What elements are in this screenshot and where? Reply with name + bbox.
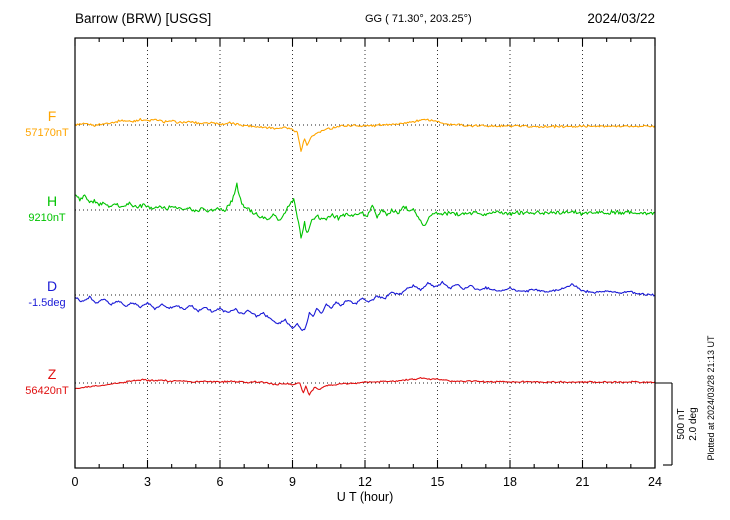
trace-label-F: F: [48, 108, 57, 124]
trace-H: [74, 182, 656, 239]
trace-label-Z: Z: [48, 366, 57, 382]
x-tick-label-15: 15: [431, 475, 445, 489]
scale-nt-label: 500 nT: [676, 408, 687, 439]
x-tick-labels-layer: 0 3 6 9 12 15 18 21 24: [72, 475, 662, 489]
trace-baseline-value-D: -1.5deg: [28, 297, 65, 309]
x-tick-label-21: 21: [576, 475, 590, 489]
traces-layer: [74, 117, 656, 396]
x-tick-label-6: 6: [217, 475, 224, 489]
gridlines-layer: [147, 38, 583, 468]
baselines-layer: [75, 124, 655, 384]
x-tick-label-3: 3: [144, 475, 151, 489]
trace-baseline-value-Z: 56420nT: [25, 385, 69, 397]
x-tick-label-9: 9: [289, 475, 296, 489]
trace-D: [74, 280, 656, 332]
trace-baseline-value-F: 57170nT: [25, 127, 69, 139]
x-tick-label-12: 12: [358, 475, 372, 489]
trace-label-D: D: [47, 278, 57, 294]
axis-ticks-layer: [74, 38, 656, 468]
station-title: Barrow (BRW) [USGS]: [75, 11, 211, 26]
plotted-at-note: Plotted at 2024/03/28 21:13 UT: [706, 335, 716, 461]
x-axis-label: U T (hour): [337, 490, 394, 504]
trace-baseline-value-H: 9210nT: [28, 212, 66, 224]
x-tick-label-24: 24: [648, 475, 662, 489]
trace-Z: [74, 376, 656, 396]
trace-F: [74, 117, 656, 152]
x-tick-label-0: 0: [72, 475, 79, 489]
geo-coordinates-label: GG ( 71.30°, 203.25°): [365, 13, 472, 25]
x-tick-label-18: 18: [503, 475, 517, 489]
scale-deg-label: 2.0 deg: [688, 407, 699, 440]
date-label: 2024/03/22: [587, 11, 655, 26]
trace-label-H: H: [47, 193, 57, 209]
